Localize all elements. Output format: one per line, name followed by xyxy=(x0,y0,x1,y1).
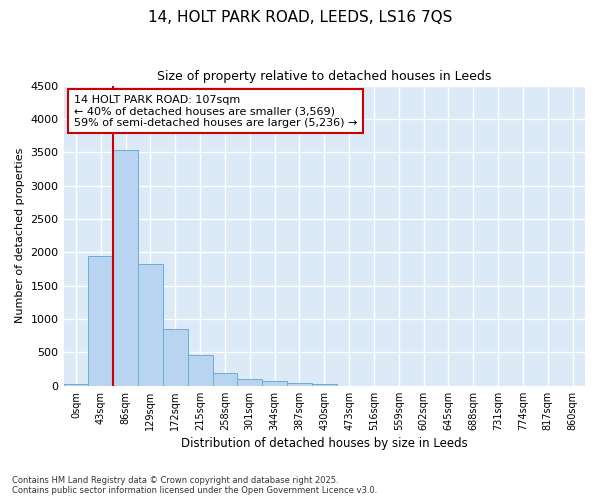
Text: Contains HM Land Registry data © Crown copyright and database right 2025.
Contai: Contains HM Land Registry data © Crown c… xyxy=(12,476,377,495)
Bar xyxy=(238,379,262,386)
Bar xyxy=(287,383,312,386)
Bar xyxy=(212,374,238,386)
Bar xyxy=(163,329,188,386)
Title: Size of property relative to detached houses in Leeds: Size of property relative to detached ho… xyxy=(157,70,491,83)
Y-axis label: Number of detached properties: Number of detached properties xyxy=(15,148,25,324)
Bar xyxy=(138,264,163,386)
Bar xyxy=(88,256,113,386)
Bar xyxy=(113,150,138,386)
X-axis label: Distribution of detached houses by size in Leeds: Distribution of detached houses by size … xyxy=(181,437,467,450)
Bar xyxy=(312,384,337,386)
Text: 14, HOLT PARK ROAD, LEEDS, LS16 7QS: 14, HOLT PARK ROAD, LEEDS, LS16 7QS xyxy=(148,10,452,25)
Bar xyxy=(188,355,212,386)
Bar xyxy=(262,382,287,386)
Text: 14 HOLT PARK ROAD: 107sqm
← 40% of detached houses are smaller (3,569)
59% of se: 14 HOLT PARK ROAD: 107sqm ← 40% of detac… xyxy=(74,94,358,128)
Bar xyxy=(64,384,88,386)
